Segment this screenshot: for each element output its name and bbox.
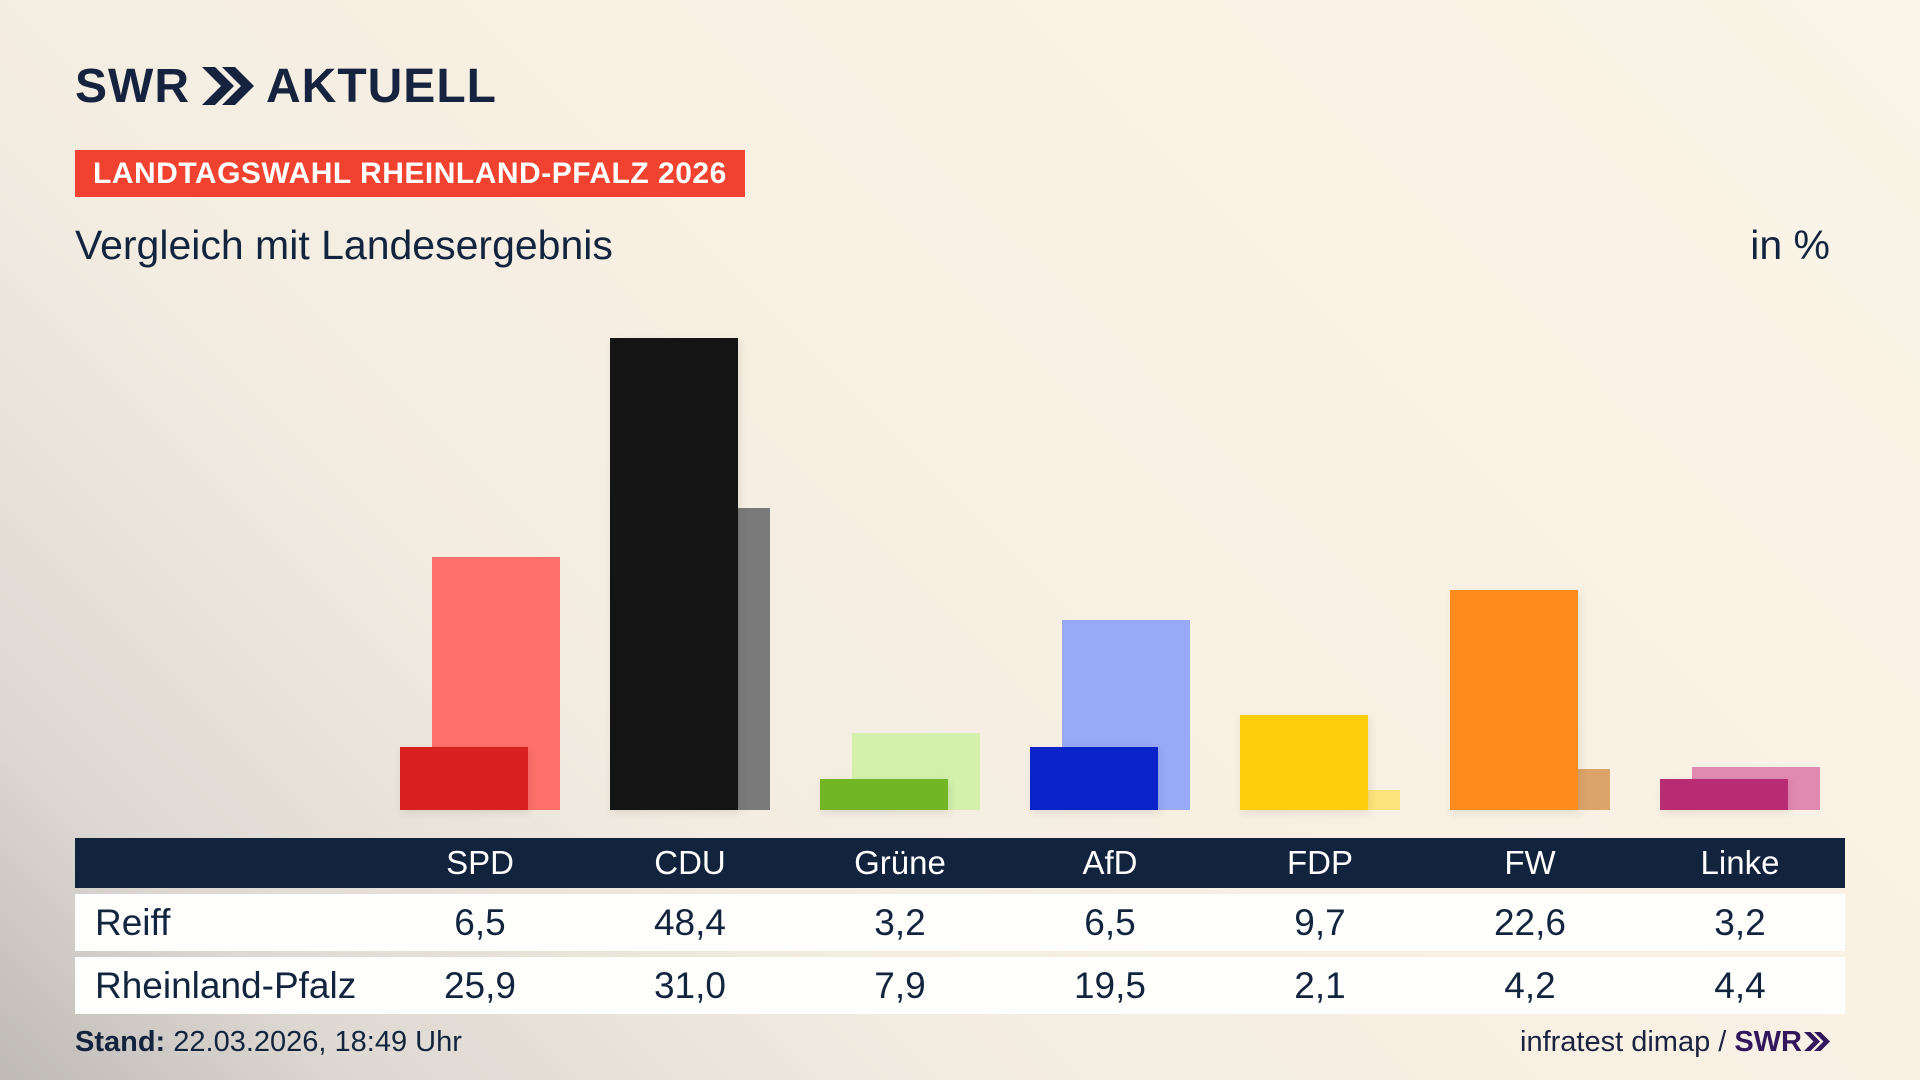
- bar-reiff-fw: [1450, 590, 1578, 810]
- logo-aktuell-text: AKTUELL: [265, 59, 497, 113]
- value-cell-linke: 3,2: [1714, 901, 1766, 943]
- column-header-grüne: Grüne: [854, 844, 946, 881]
- value-cell-fw: 4,2: [1504, 964, 1556, 1006]
- column-header-cdu: CDU: [654, 844, 726, 881]
- bar-reiff-grüne: [820, 779, 948, 810]
- value-cell-linke: 4,4: [1714, 964, 1766, 1006]
- value-cell-fdp: 2,1: [1294, 964, 1346, 1006]
- value-cell-spd: 6,5: [454, 901, 506, 943]
- column-header-fdp: FDP: [1287, 844, 1353, 881]
- value-cell-cdu: 48,4: [653, 901, 726, 943]
- value-cell-fw: 22,6: [1493, 901, 1566, 943]
- brand-swr-text: SWR: [1734, 1026, 1802, 1058]
- logo-swr-text: SWR: [75, 59, 190, 113]
- source-brand: SWR: [1734, 1026, 1830, 1059]
- stand-value: 22.03.2026, 18:49 Uhr: [173, 1026, 462, 1058]
- column-header-fw: FW: [1504, 844, 1556, 881]
- results-table: SPD CDU Grüne AfD FDP FW Linke Reiff 6,5 48,4 3,2 6…: [75, 838, 1845, 1014]
- bar-reiff-cdu: [610, 338, 738, 810]
- value-cell-fdp: 9,7: [1294, 901, 1346, 943]
- value-cell-afd: 19,5: [1073, 964, 1146, 1006]
- source-credit: infratest dimap / SWR: [1520, 1026, 1830, 1059]
- column-header-afd: AfD: [1082, 844, 1138, 881]
- bar-reiff-afd: [1030, 747, 1158, 810]
- chart-title: Vergleich mit Landesergebnis: [75, 222, 613, 268]
- row-label: Reiff: [95, 901, 171, 943]
- stand-label: Stand:: [75, 1026, 166, 1058]
- swr-aktuell-logo: SWR AKTUELL: [75, 58, 497, 114]
- unit-label: in %: [1750, 222, 1830, 268]
- table-row-land: Rheinland-Pfalz 25,9 31,0 7,9 19,5 2,1 4,2 4,4: [75, 957, 1845, 1014]
- column-header-linke: Linke: [1700, 844, 1780, 881]
- bar-reiff-linke: [1660, 779, 1788, 810]
- value-cell-afd: 6,5: [1084, 901, 1136, 943]
- bar-reiff-spd: [400, 747, 528, 810]
- value-cell-grüne: 3,2: [874, 901, 926, 943]
- timestamp: Stand: 22.03.2026, 18:49 Uhr: [75, 1026, 462, 1059]
- table-row-reiff: Reiff 6,5 48,4 3,2 6,5 9,7 22,6 3,2: [75, 894, 1845, 951]
- source-text: infratest dimap /: [1520, 1026, 1727, 1058]
- table-header-row: SPD CDU Grüne AfD FDP FW Linke: [75, 838, 1845, 888]
- column-header-spd: SPD: [446, 844, 514, 881]
- brand-chevron-icon: [1804, 1026, 1830, 1059]
- row-label: Rheinland-Pfalz: [95, 964, 357, 1006]
- double-chevron-icon: [201, 67, 254, 105]
- election-badge: LANDTAGSWAHL RHEINLAND-PFALZ 2026: [75, 150, 745, 197]
- value-cell-grüne: 7,9: [874, 964, 926, 1006]
- value-cell-cdu: 31,0: [653, 964, 726, 1006]
- value-cell-spd: 25,9: [443, 964, 516, 1006]
- bar-reiff-fdp: [1240, 715, 1368, 810]
